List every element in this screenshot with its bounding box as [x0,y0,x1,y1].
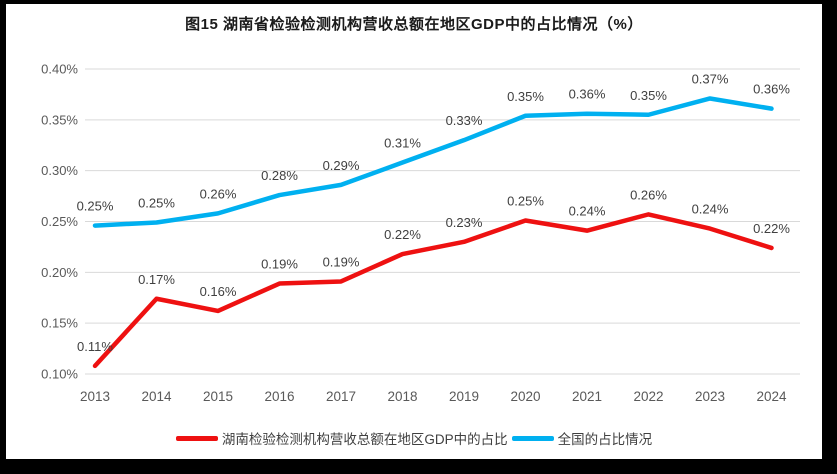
y-axis-tick-label: 0.40% [41,62,78,77]
x-axis-tick-label: 2024 [756,389,787,404]
hunan-series-label: 湖南检验检测机构营收总额在地区GDP中的占比 [221,432,508,447]
data-label: 0.37% [692,71,729,86]
national-series-line [92,96,774,228]
data-label: 0.36% [569,87,606,102]
y-axis-tick-label: 0.10% [41,367,78,382]
data-label: 0.17% [138,272,175,287]
chart-title: 图15 湖南省检验检测机构营收总额在地区GDP中的占比情况（%） [185,16,643,33]
data-label: 0.36% [753,82,790,97]
data-label: 0.25% [507,193,544,208]
national-series-label: 全国的占比情况 [557,432,653,447]
hunan-series-line [92,212,774,369]
legend-item-national: 全国的占比情况 [511,428,653,448]
data-label: 0.19% [261,257,298,272]
data-label: 0.26% [630,187,667,202]
data-label: 0.25% [77,199,114,214]
x-axis-tick-label: 2017 [326,389,356,404]
y-axis-tick-label: 0.30% [41,163,78,178]
legend: 湖南检验检测机构营收总额在地区GDP中的占比 全国的占比情况 [6,428,822,448]
line-chart: 0.10% 0.15% 0.20% 0.25% 0.30% 0.35% 0.40% 2013 2… [41,62,800,404]
data-label: 0.22% [753,221,790,236]
data-label: 0.35% [507,89,544,104]
data-label: 0.22% [384,227,421,242]
y-axis-tick-label: 0.35% [41,112,78,127]
data-label: 0.31% [384,136,421,151]
y-axis-tick-label: 0.20% [41,265,78,280]
data-label: 0.24% [692,202,729,217]
data-label: 0.26% [200,186,237,201]
chart-container: 图15 湖南省检验检测机构营收总额在地区GDP中的占比情况（%） 0.10% 0.… [6,4,822,459]
data-label: 0.25% [138,196,175,211]
x-axis-tick-label: 2014 [141,389,172,404]
data-label: 0.29% [323,158,360,173]
x-axis-tick-label: 2019 [449,389,479,404]
x-axis-tick-label: 2015 [203,389,233,404]
data-label: 0.35% [630,88,667,103]
x-axis-tick-label: 2016 [264,389,294,404]
data-label: 0.23% [446,215,483,230]
data-label: 0.24% [569,204,606,219]
data-label: 0.11% [77,339,113,354]
national-series-swatch [511,435,554,441]
x-axis-tick-label: 2018 [387,389,417,404]
data-label: 0.16% [200,284,237,299]
legend-item-hunan: 湖南检验检测机构营收总额在地区GDP中的占比 [175,428,508,448]
y-axis-tick-label: 0.15% [41,316,78,331]
data-label: 0.19% [323,254,360,269]
data-label: 0.28% [261,168,298,183]
y-axis-tick-label: 0.25% [41,214,78,229]
hunan-series-swatch [175,435,218,441]
data-label: 0.33% [446,113,483,128]
x-axis-tick-label: 2020 [510,389,540,404]
x-axis-tick-label: 2023 [695,389,725,404]
x-axis-tick-label: 2013 [80,389,110,404]
x-axis-tick-label: 2021 [572,389,602,404]
x-axis-tick-label: 2022 [633,389,663,404]
